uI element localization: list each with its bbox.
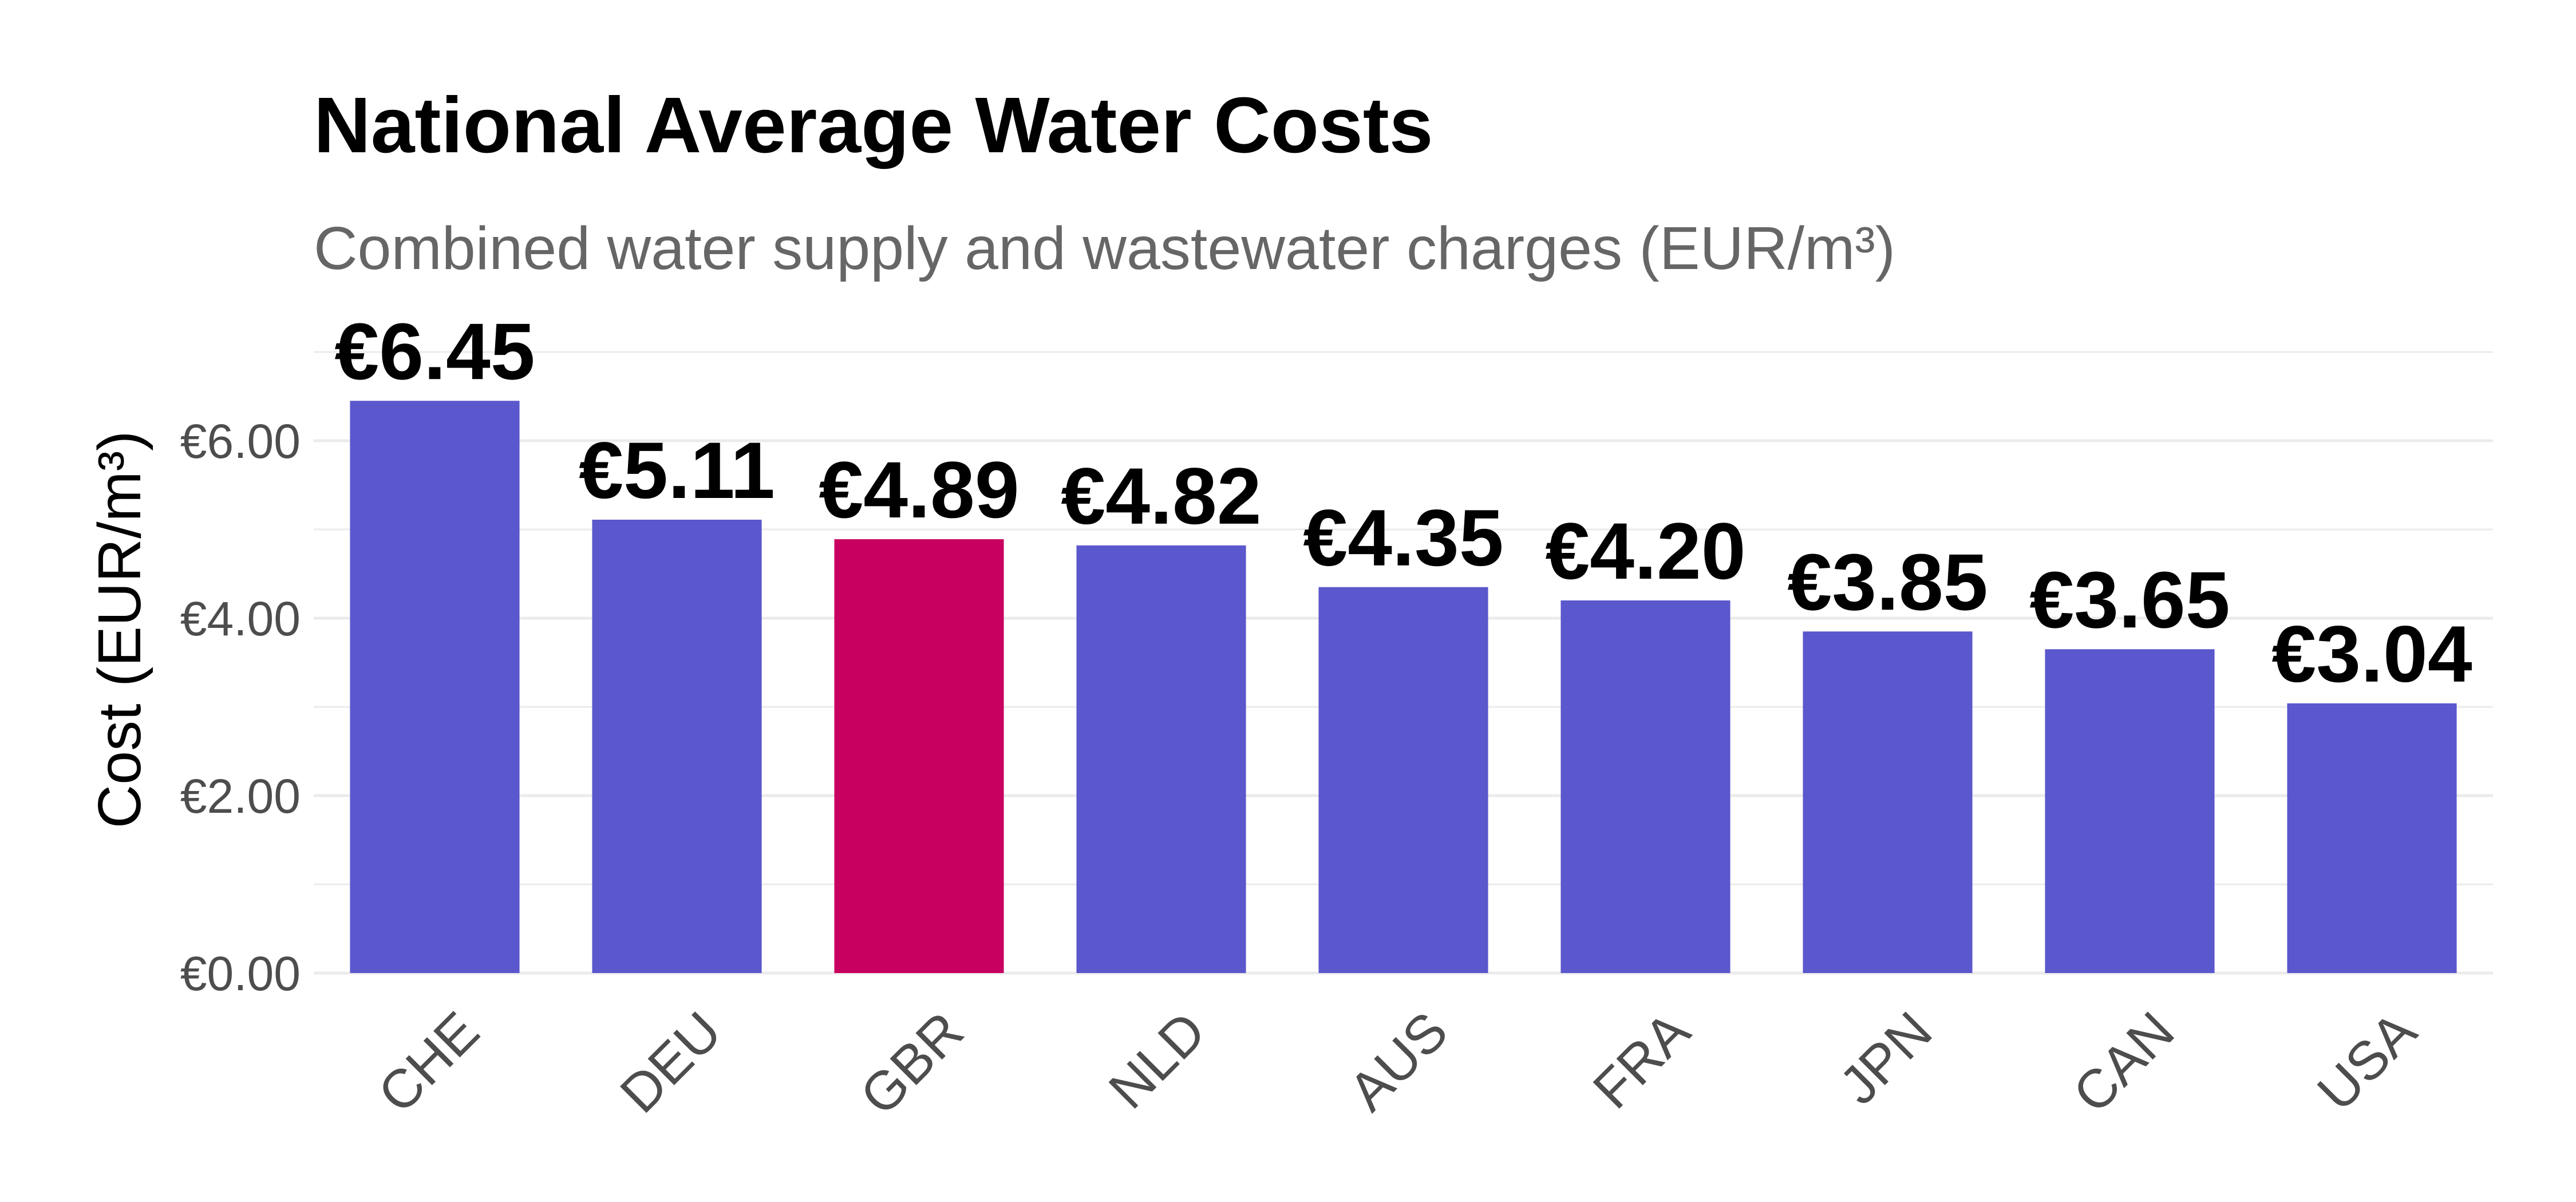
data-label-jpn: €3.85	[1787, 537, 1988, 627]
chart-subtitle: Combined water supply and wastewater cha…	[314, 215, 1895, 282]
bar-nld	[1076, 545, 1246, 973]
bar-che	[350, 401, 520, 973]
y-tick-label: €2.00	[180, 769, 301, 823]
x-tick-label-jpn: JPN	[1828, 1001, 1944, 1116]
x-tick-label-fra: FRA	[1582, 1001, 1702, 1121]
y-tick-label: €6.00	[180, 414, 301, 468]
data-label-fra: €4.20	[1545, 506, 1745, 596]
data-label-can: €3.65	[2029, 555, 2230, 645]
data-label-che: €6.45	[334, 306, 535, 396]
bar-aus	[1318, 587, 1488, 973]
data-label-aus: €4.35	[1303, 493, 1503, 583]
data-label-usa: €3.04	[2271, 609, 2472, 699]
data-labels: €6.45 €5.11 €4.89 €4.82 €4.35 €4.20 €3.85 €3.65…	[334, 306, 2472, 699]
x-tick-label-can: CAN	[2062, 1001, 2186, 1125]
y-axis-ticks: €0.00 €2.00 €4.00 €6.00	[180, 414, 301, 1001]
data-label-deu: €5.11	[579, 425, 775, 515]
y-axis-label: Cost (EUR/m³)	[86, 431, 153, 829]
bar-deu	[592, 519, 762, 973]
y-tick-label: €0.00	[180, 947, 301, 1001]
x-tick-label-usa: USA	[2306, 1001, 2428, 1123]
chart-title: National Average Water Costs	[314, 81, 1433, 169]
y-tick-label: €4.00	[180, 592, 301, 646]
data-label-gbr: €4.89	[819, 445, 1019, 535]
bar-usa	[2287, 703, 2457, 973]
bar-gbr	[834, 539, 1004, 973]
data-label-nld: €4.82	[1061, 451, 1261, 541]
x-tick-label-gbr: GBR	[849, 1001, 975, 1127]
bars	[350, 401, 2457, 973]
bar-can	[2045, 649, 2215, 973]
x-tick-label-nld: NLD	[1097, 1001, 1217, 1120]
bar-fra	[1560, 600, 1730, 973]
x-axis-ticks: CHE DEU GBR NLD AUS FRA JPN CAN USA	[367, 1001, 2428, 1127]
x-tick-label-deu: DEU	[609, 1001, 733, 1125]
bar-jpn	[1803, 631, 1973, 973]
x-tick-label-che: CHE	[367, 1001, 491, 1125]
x-tick-label-aus: AUS	[1337, 1001, 1459, 1122]
